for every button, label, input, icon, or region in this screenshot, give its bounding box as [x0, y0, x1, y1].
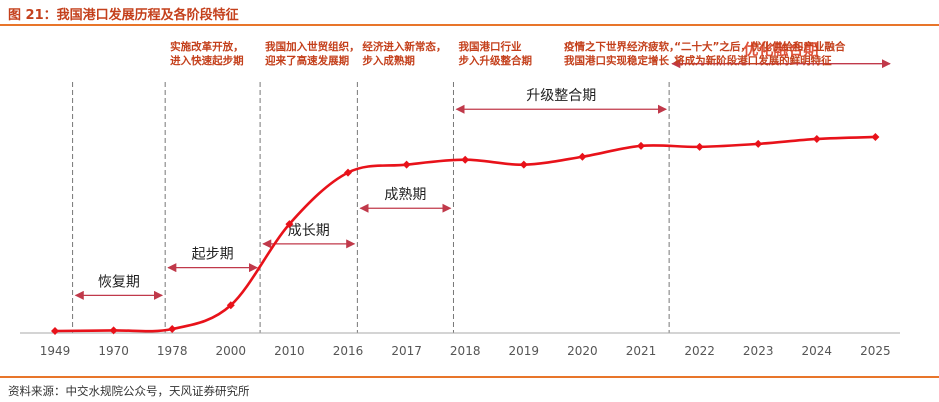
- stage-annotation: 我国加入世贸组织，: [265, 40, 360, 53]
- data-point: [754, 139, 763, 148]
- x-tick-label: 2023: [743, 344, 774, 358]
- source-rule: [0, 376, 939, 378]
- figure-title: 图 21：我国港口发展历程及各阶段特征: [8, 8, 239, 23]
- stage-label: 起步期: [192, 247, 234, 263]
- data-point: [637, 141, 645, 150]
- x-axis: 1949 1970 1978 2000 2010 2016 2017 2018 2019 2020…: [20, 332, 900, 358]
- data-point: [695, 142, 704, 151]
- stage-annotation: 我国港口实现稳定增长: [564, 54, 669, 67]
- stage-annotation: 将成为新阶段港口发展的鲜明特征: [674, 54, 832, 67]
- x-tick-label: 1978: [157, 344, 188, 358]
- x-tick-label: 2016: [333, 344, 364, 358]
- stage-annotation: 进入快速起步期: [170, 54, 244, 67]
- x-tick-label: 2024: [802, 344, 833, 358]
- stage-annotation: 疫情之下世界经济疲软，: [564, 40, 680, 53]
- title-rule: [0, 24, 939, 26]
- x-tick-label: 2018: [450, 344, 481, 358]
- stage-annotation: 迎来了高速发展期: [265, 54, 349, 67]
- development-curve: [51, 132, 880, 335]
- stage-arrows: 恢复期 起步期 成长期 成熟期 升级整合期 优化融合期: [74, 41, 891, 300]
- stage-label: 成长期: [288, 223, 330, 239]
- data-point: [812, 134, 821, 143]
- data-point: [402, 160, 411, 169]
- data-point: [461, 155, 470, 164]
- x-tick-label: 2022: [684, 344, 715, 358]
- x-tick-label: 2019: [509, 344, 540, 358]
- series-line: [54, 135, 876, 333]
- x-tick-label: 2010: [274, 344, 305, 358]
- data-point: [226, 301, 235, 310]
- data-point: [519, 160, 528, 169]
- data-point: [871, 132, 880, 141]
- x-tick-label: 2000: [216, 344, 247, 358]
- stage-annotation: 我国港口行业: [458, 40, 521, 53]
- x-tick-label: 1949: [40, 344, 71, 358]
- stage-annotation: 经济进入新常态，: [362, 40, 446, 53]
- stage-dividers: [72, 82, 670, 333]
- stage-annotation: 步入成熟期: [362, 54, 415, 67]
- stage-annotation: 实施改革开放，: [170, 40, 244, 53]
- stage-annotation: 步入升级整合期: [458, 54, 531, 67]
- x-tick-label: 2017: [391, 344, 422, 358]
- x-tick-label: 2020: [567, 344, 598, 358]
- stage-label: 成熟期: [384, 187, 426, 203]
- stage-label: 恢复期: [98, 273, 140, 290]
- data-point: [51, 327, 59, 335]
- data-point: [344, 168, 352, 177]
- x-tick-label: 1970: [98, 344, 129, 358]
- x-tick-label: 2021: [626, 344, 657, 358]
- stage-annotation: “二十大”之后，优化供给和产业融合: [674, 40, 846, 53]
- stage-label: 优化融合期: [744, 41, 819, 59]
- stage-label: 升级整合期: [526, 88, 596, 104]
- data-point: [168, 325, 177, 334]
- data-point: [578, 152, 587, 161]
- stage-annotations: 实施改革开放，进入快速起步期我国加入世贸组织，迎来了高速发展期经济进入新常态，步…: [170, 40, 846, 67]
- data-point: [285, 220, 294, 229]
- x-tick-label: 2025: [860, 344, 891, 358]
- source-note: 资料来源：中交水规院公众号，天风证券研究所: [8, 384, 250, 398]
- data-point: [109, 326, 118, 335]
